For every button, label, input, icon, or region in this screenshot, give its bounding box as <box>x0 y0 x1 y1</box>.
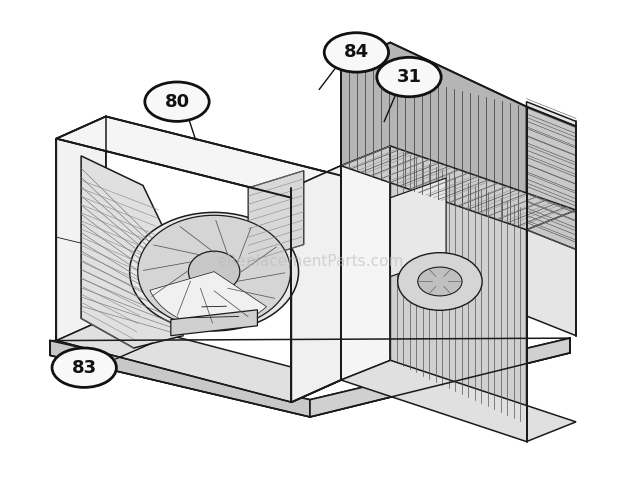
Polygon shape <box>248 170 304 262</box>
Wedge shape <box>150 272 267 326</box>
Polygon shape <box>341 146 576 230</box>
Polygon shape <box>341 360 576 442</box>
Ellipse shape <box>418 267 462 296</box>
Ellipse shape <box>145 82 209 122</box>
Polygon shape <box>50 340 310 417</box>
Circle shape <box>188 251 240 292</box>
Polygon shape <box>56 117 341 198</box>
Polygon shape <box>56 319 341 402</box>
Ellipse shape <box>377 57 441 97</box>
Ellipse shape <box>324 33 389 72</box>
Polygon shape <box>56 117 106 340</box>
Polygon shape <box>310 338 570 417</box>
Polygon shape <box>291 165 341 402</box>
Polygon shape <box>291 165 341 402</box>
Ellipse shape <box>130 212 299 331</box>
Text: eReplacementParts.com: eReplacementParts.com <box>217 254 403 269</box>
Polygon shape <box>81 156 183 348</box>
Polygon shape <box>341 146 391 380</box>
Polygon shape <box>526 107 576 249</box>
Polygon shape <box>291 165 341 402</box>
Polygon shape <box>171 310 257 335</box>
Text: 83: 83 <box>72 359 97 377</box>
Polygon shape <box>138 215 291 328</box>
Ellipse shape <box>52 348 117 387</box>
Text: 84: 84 <box>344 43 369 61</box>
Text: 31: 31 <box>396 68 422 86</box>
Polygon shape <box>50 338 570 417</box>
Polygon shape <box>391 178 446 277</box>
Ellipse shape <box>397 252 482 310</box>
Text: 80: 80 <box>164 93 190 111</box>
Polygon shape <box>391 146 526 424</box>
Polygon shape <box>341 42 526 230</box>
Polygon shape <box>526 102 576 335</box>
